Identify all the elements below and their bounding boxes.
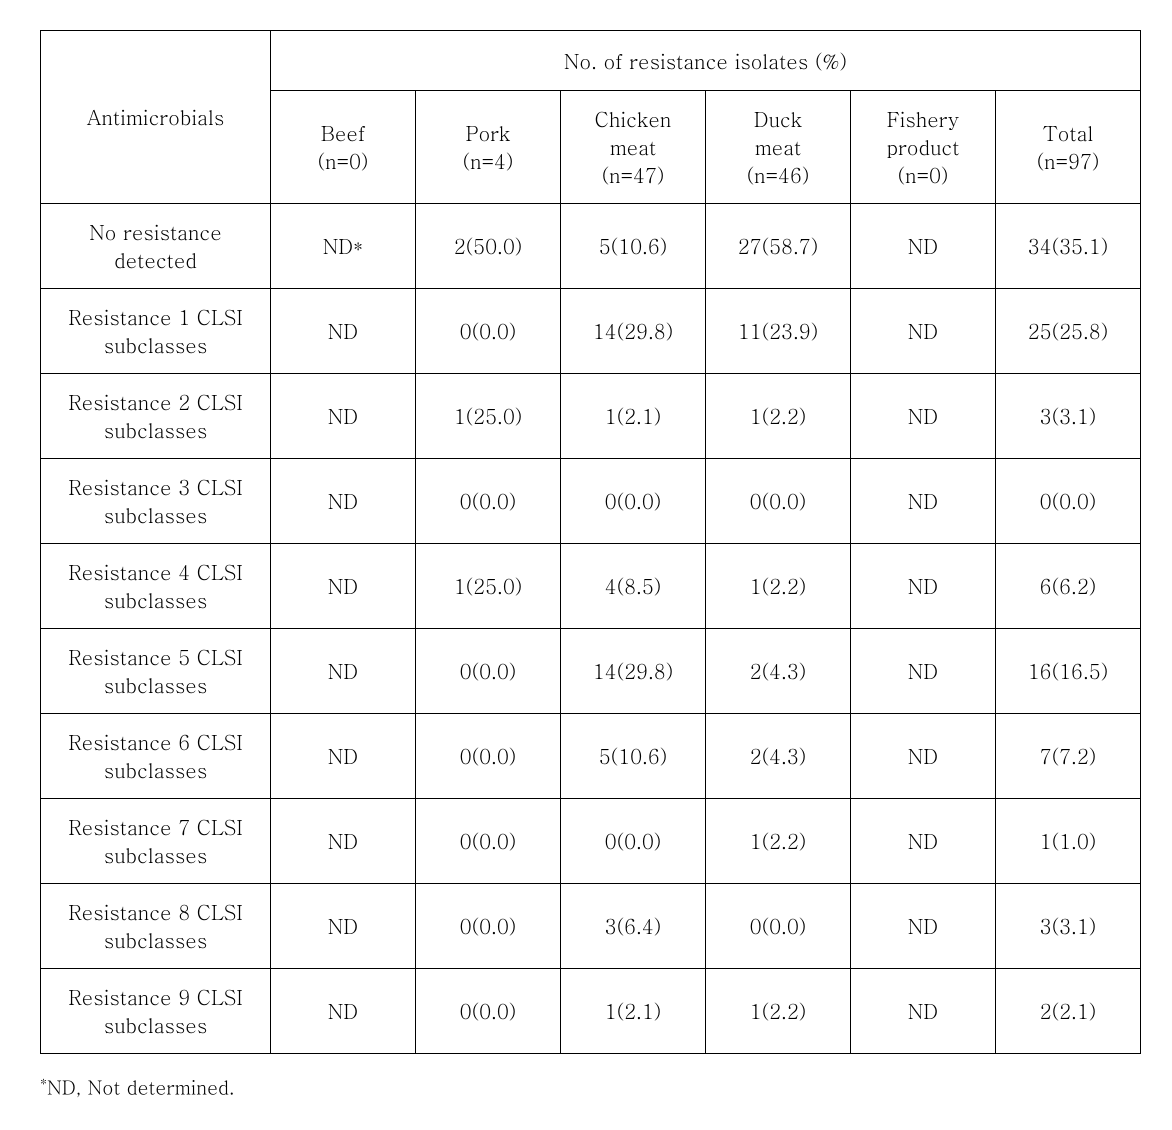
row-label: Resistance 2 CLSIsubclasses: [41, 374, 271, 459]
col-header-total: Total (n=97): [996, 91, 1141, 204]
table-cell: 1(2.1): [561, 374, 706, 459]
table-cell: 1(2.2): [706, 799, 851, 884]
row-label: Resistance 1 CLSIsubclasses: [41, 289, 271, 374]
table-cell: 3(6.4): [561, 884, 706, 969]
table-row: Resistance 7 CLSIsubclassesND0(0.0)0(0.0…: [41, 799, 1141, 884]
row-label: Resistance 5 CLSIsubclasses: [41, 629, 271, 714]
table-row: Resistance 9 CLSIsubclassesND0(0.0)1(2.1…: [41, 969, 1141, 1054]
table-cell: 1(2.1): [561, 969, 706, 1054]
table-cell: ND*: [271, 204, 416, 289]
table-cell: 2(4.3): [706, 714, 851, 799]
table-cell: ND: [271, 289, 416, 374]
table-cell: 0(0.0): [416, 629, 561, 714]
table-cell: ND: [851, 714, 996, 799]
footnote-marker: *: [40, 1072, 47, 1092]
table-cell: 0(0.0): [561, 799, 706, 884]
table-cell: 1(25.0): [416, 544, 561, 629]
table-cell: ND: [851, 884, 996, 969]
table-cell: 0(0.0): [416, 884, 561, 969]
table-cell: ND: [271, 629, 416, 714]
table-cell: 14(29.8): [561, 629, 706, 714]
table-cell: 5(10.6): [561, 714, 706, 799]
col-header-fishery: Fishery product (n=0): [851, 91, 996, 204]
table-cell: 6(6.2): [996, 544, 1141, 629]
table-row: No resistancedetectedND*2(50.0)5(10.6)27…: [41, 204, 1141, 289]
table-cell: 0(0.0): [416, 459, 561, 544]
row-label: Resistance 4 CLSIsubclasses: [41, 544, 271, 629]
table-cell: ND: [851, 799, 996, 884]
row-label: Resistance 6 CLSIsubclasses: [41, 714, 271, 799]
table-cell: 1(2.2): [706, 969, 851, 1054]
table-cell: 0(0.0): [416, 799, 561, 884]
table-body: No resistancedetectedND*2(50.0)5(10.6)27…: [41, 204, 1141, 1054]
table-cell: 1(25.0): [416, 374, 561, 459]
row-label: No resistancedetected: [41, 204, 271, 289]
table-cell: ND: [271, 799, 416, 884]
table-cell: ND: [851, 629, 996, 714]
table-cell: 27(58.7): [706, 204, 851, 289]
table-cell: 7(7.2): [996, 714, 1141, 799]
table-cell: 25(25.8): [996, 289, 1141, 374]
header-group-title: No. of resistance isolates (%): [271, 31, 1141, 91]
table-cell: ND: [271, 714, 416, 799]
table-cell: 0(0.0): [706, 884, 851, 969]
table-cell: 0(0.0): [996, 459, 1141, 544]
table-cell: 1(2.2): [706, 544, 851, 629]
col-header-beef: Beef (n=0): [271, 91, 416, 204]
table-row: Resistance 2 CLSIsubclassesND1(25.0)1(2.…: [41, 374, 1141, 459]
resistance-isolates-table: Antimicrobials No. of resistance isolate…: [40, 30, 1141, 1054]
col-header-pork: Pork (n=4): [416, 91, 561, 204]
table-cell: 4(8.5): [561, 544, 706, 629]
table-cell: ND: [851, 374, 996, 459]
table-cell: 11(23.9): [706, 289, 851, 374]
table-cell: ND: [851, 459, 996, 544]
table-header: Antimicrobials No. of resistance isolate…: [41, 31, 1141, 204]
table-cell: ND: [851, 289, 996, 374]
table-cell: 2(50.0): [416, 204, 561, 289]
header-row-label: Antimicrobials: [41, 31, 271, 204]
table-cell: 14(29.8): [561, 289, 706, 374]
table-cell: 1(2.2): [706, 374, 851, 459]
table-row: Resistance 5 CLSIsubclassesND0(0.0)14(29…: [41, 629, 1141, 714]
table-cell: ND: [271, 374, 416, 459]
table-row: Resistance 4 CLSIsubclassesND1(25.0)4(8.…: [41, 544, 1141, 629]
table-row: Resistance 6 CLSIsubclassesND0(0.0)5(10.…: [41, 714, 1141, 799]
table-cell: 0(0.0): [416, 289, 561, 374]
table-cell: 0(0.0): [706, 459, 851, 544]
table-cell: ND: [271, 969, 416, 1054]
row-label: Resistance 7 CLSIsubclasses: [41, 799, 271, 884]
table-cell: 16(16.5): [996, 629, 1141, 714]
table-cell: ND: [851, 204, 996, 289]
table-row: Resistance 3 CLSIsubclassesND0(0.0)0(0.0…: [41, 459, 1141, 544]
table-cell: 0(0.0): [416, 714, 561, 799]
table-cell: 34(35.1): [996, 204, 1141, 289]
table-row: Resistance 1 CLSIsubclassesND0(0.0)14(29…: [41, 289, 1141, 374]
col-header-duck: Duck meat (n=46): [706, 91, 851, 204]
table-cell: ND: [271, 884, 416, 969]
row-label: Resistance 9 CLSIsubclasses: [41, 969, 271, 1054]
footnote: *ND, Not determined.: [40, 1072, 1132, 1100]
table-cell: 2(4.3): [706, 629, 851, 714]
col-header-chicken: Chicken meat (n=47): [561, 91, 706, 204]
table-cell: 5(10.6): [561, 204, 706, 289]
table-cell: ND: [851, 969, 996, 1054]
table-cell: 1(1.0): [996, 799, 1141, 884]
table-row: Resistance 8 CLSIsubclassesND0(0.0)3(6.4…: [41, 884, 1141, 969]
table-cell: 0(0.0): [416, 969, 561, 1054]
table-cell: ND: [271, 459, 416, 544]
table-cell: ND: [851, 544, 996, 629]
table-cell: 2(2.1): [996, 969, 1141, 1054]
row-label: Resistance 8 CLSIsubclasses: [41, 884, 271, 969]
footnote-text: ND, Not determined.: [47, 1073, 234, 1100]
table-cell: 3(3.1): [996, 884, 1141, 969]
row-label: Resistance 3 CLSIsubclasses: [41, 459, 271, 544]
table-cell: 0(0.0): [561, 459, 706, 544]
table-cell: 3(3.1): [996, 374, 1141, 459]
table-cell: ND: [271, 544, 416, 629]
